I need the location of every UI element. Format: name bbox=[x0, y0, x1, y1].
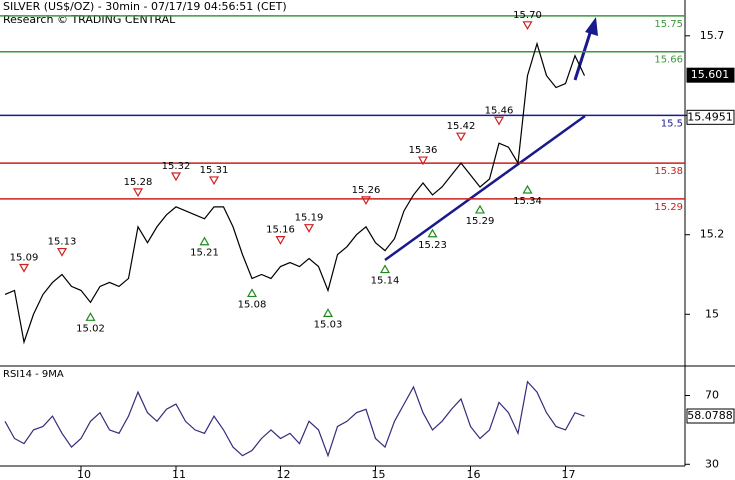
trough-marker bbox=[85, 312, 96, 321]
peak-label: 15.13 bbox=[48, 237, 77, 248]
x-tick-label: 16 bbox=[467, 468, 481, 480]
price-tag bbox=[686, 109, 735, 125]
peak-marker bbox=[170, 172, 182, 182]
peak-marker bbox=[360, 196, 372, 206]
trough-label: 15.23 bbox=[418, 240, 447, 251]
peak-marker bbox=[275, 236, 286, 245]
y-tick-label: 15.2 bbox=[700, 228, 725, 241]
chart-title: SILVER (US$/OZ) - 30min - 07/17/19 04:56… bbox=[3, 0, 287, 13]
trough-label: 15.08 bbox=[238, 299, 267, 310]
x-tick-label: 10 bbox=[77, 468, 91, 480]
x-tick-label: 17 bbox=[562, 468, 576, 480]
peak-label: 15.46 bbox=[485, 105, 514, 116]
peak-marker bbox=[493, 116, 505, 126]
peak-label: 15.36 bbox=[409, 145, 438, 156]
trough-marker bbox=[474, 204, 486, 214]
forecast-arrow bbox=[573, 29, 593, 81]
x-tick-label: 12 bbox=[277, 468, 291, 480]
trough-label: 15.14 bbox=[371, 276, 400, 287]
y-tick-label: 30 bbox=[705, 457, 719, 470]
peak-label: 15.70 bbox=[513, 10, 542, 21]
price-tag-label: 15.601 bbox=[691, 68, 730, 81]
peak-marker bbox=[522, 21, 533, 31]
level-label: 15.5 bbox=[661, 118, 683, 129]
peak-marker bbox=[56, 247, 68, 257]
arrow-head bbox=[585, 17, 598, 36]
level-label: 15.38 bbox=[654, 166, 683, 177]
trough-marker bbox=[246, 288, 258, 298]
peak-marker bbox=[18, 263, 30, 273]
panel-title: RSI14 - 9MA bbox=[3, 369, 64, 380]
peak-marker bbox=[303, 224, 315, 233]
price-tag bbox=[686, 408, 735, 424]
y-tick-label: 15 bbox=[705, 307, 719, 320]
peak-marker bbox=[417, 156, 429, 166]
peak-label: 15.31 bbox=[200, 165, 229, 176]
trendline bbox=[384, 114, 586, 262]
peak-label: 15.16 bbox=[266, 225, 295, 236]
trough-marker bbox=[379, 264, 391, 274]
trough-label: 15.02 bbox=[76, 323, 105, 334]
peak-label: 15.19 bbox=[295, 213, 324, 224]
peak-marker bbox=[455, 132, 467, 142]
price-tag-label: 15.4951 bbox=[687, 110, 733, 123]
price-line bbox=[4, 41, 586, 345]
price-line bbox=[4, 380, 585, 458]
trough-label: 15.03 bbox=[314, 319, 343, 330]
trough-marker bbox=[199, 236, 210, 246]
trough-marker bbox=[322, 308, 334, 317]
y-tick-label: 15.7 bbox=[700, 29, 725, 42]
trough-marker bbox=[427, 228, 438, 238]
x-tick-label: 15 bbox=[372, 468, 386, 480]
trough-label: 15.21 bbox=[190, 248, 219, 259]
chart-subtitle: Research © TRADING CENTRAL bbox=[3, 13, 176, 26]
peak-label: 15.42 bbox=[447, 121, 476, 132]
peak-label: 15.09 bbox=[10, 252, 39, 263]
price-tag-label: 58.0788 bbox=[687, 409, 733, 422]
level-label: 15.66 bbox=[654, 55, 683, 66]
peak-label: 15.26 bbox=[352, 185, 381, 196]
level-label: 15.75 bbox=[654, 19, 683, 30]
peak-label: 15.28 bbox=[124, 177, 153, 188]
trough-label: 15.29 bbox=[466, 216, 495, 227]
peak-marker bbox=[208, 176, 220, 186]
trough-label: 15.34 bbox=[513, 196, 542, 207]
trough-marker bbox=[522, 184, 533, 194]
y-tick-label: 70 bbox=[705, 389, 719, 402]
level-label: 15.29 bbox=[654, 202, 683, 213]
price-tag bbox=[686, 67, 735, 83]
x-tick-label: 11 bbox=[172, 468, 186, 480]
peak-marker bbox=[132, 188, 144, 198]
peak-label: 15.32 bbox=[162, 161, 191, 172]
